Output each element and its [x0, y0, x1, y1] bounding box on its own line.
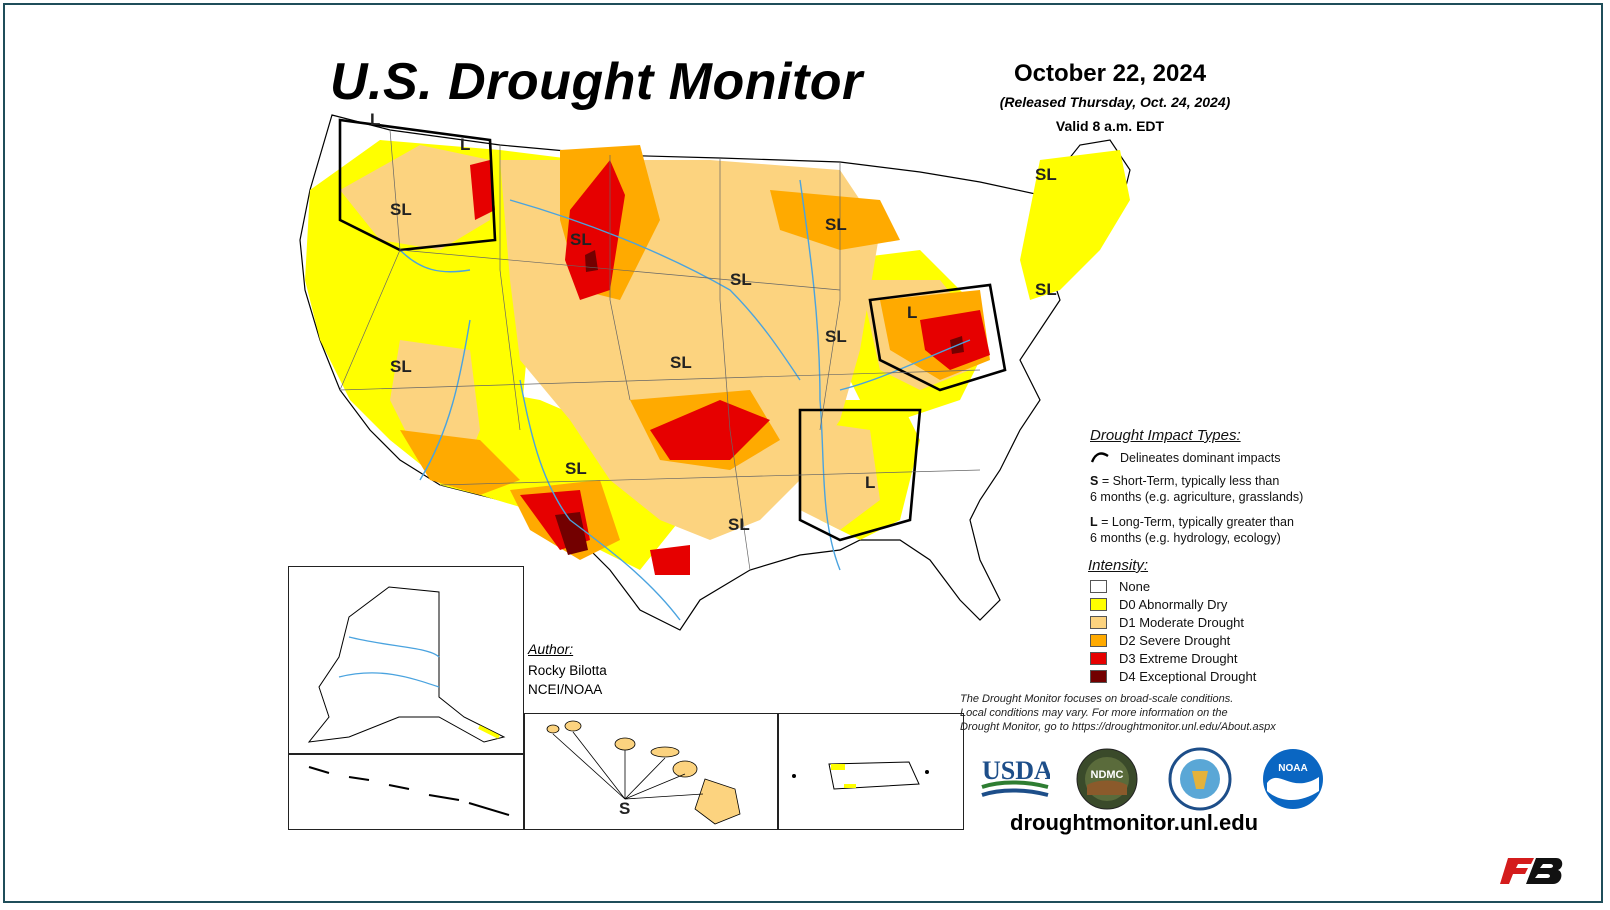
legend-label: D4 Exceptional Drought — [1119, 668, 1257, 684]
swatch-none — [1090, 579, 1107, 593]
release-date: (Released Thursday, Oct. 24, 2024) — [999, 94, 1231, 110]
river-ohio — [839, 339, 971, 391]
region-label: SL — [670, 353, 692, 372]
region-label: SL — [825, 327, 847, 346]
note-line: The Drought Monitor focuses on broad-sca… — [960, 693, 1234, 705]
d0-region-southwest — [430, 380, 680, 570]
impact-short-line2: 6 months (e.g. agriculture, grasslands) — [1090, 490, 1304, 504]
region-label: SL — [570, 230, 592, 249]
region-label: L — [460, 135, 470, 154]
puerto-rico-map — [792, 761, 929, 790]
map-date: October 22, 2024 — [1013, 60, 1207, 87]
puerto-rico-inset — [778, 713, 964, 830]
author-name: Rocky Bilotta — [528, 663, 607, 678]
region-label: SL — [825, 215, 847, 234]
author-title: Author: — [528, 641, 574, 657]
swatch-d2 — [1090, 633, 1107, 647]
noaa-logo: NOAA — [1263, 749, 1323, 809]
region-label: S — [619, 799, 630, 818]
legend-label: D2 Severe Drought — [1119, 632, 1231, 648]
impact-outline-south — [798, 408, 922, 542]
legend-label: None — [1119, 578, 1151, 594]
conus-drought-map: L L SL SL SL SL SL SL SL SL SL SL L L SL — [299, 110, 1131, 631]
impact-types-title: Drought Impact Types: — [1090, 427, 1241, 444]
d2-region-great-lakes — [770, 190, 900, 250]
map-title: U.S. Drought Monitor — [330, 53, 863, 111]
d3-region-south-texas — [650, 545, 690, 575]
region-label: SL — [390, 200, 412, 219]
impact-delineates-text: Delineates dominant impacts — [1120, 451, 1281, 465]
d0-region-northeast — [1020, 150, 1130, 300]
usda-logo: USDA — [981, 756, 1050, 797]
region-label: SL — [730, 270, 752, 289]
noaa-logo-text: NOAA — [1278, 763, 1307, 774]
legend-item-d2: D2 Severe Drought — [1090, 632, 1230, 648]
impact-long-line1: L = Long-Term, typically greater than — [1090, 514, 1294, 530]
river-rio-grande — [519, 379, 681, 621]
region-label: SL — [728, 515, 750, 534]
state-boundaries — [339, 129, 981, 571]
author-org: NCEI/NOAA — [528, 682, 603, 697]
swatch-d3 — [1090, 651, 1107, 665]
commerce-logo — [1168, 747, 1232, 811]
hawaii-inset: S — [524, 713, 778, 830]
ndmc-logo-text: NDMC — [1091, 769, 1124, 781]
hawaii-map: S — [546, 720, 741, 825]
fb-brand-icon — [1500, 858, 1563, 884]
monitor-url[interactable]: droughtmonitor.unl.edu — [1010, 810, 1259, 835]
region-label: L — [370, 110, 380, 129]
d1-region-south — [800, 420, 880, 530]
impact-outline-ohio — [868, 283, 1007, 392]
legend-label: D0 Abnormally Dry — [1119, 596, 1228, 612]
alaska-inset — [288, 566, 524, 754]
impact-short-text: = Short-Term, typically less than — [1098, 474, 1280, 488]
d4-region-big-bend — [555, 512, 588, 555]
river-missouri — [509, 199, 801, 381]
impact-outline-northwest — [338, 118, 497, 252]
legend-item-d4: D4 Exceptional Drought — [1090, 668, 1256, 684]
impact-long-key: L — [1090, 515, 1098, 529]
alaska-map — [307, 586, 506, 743]
aleutian-map — [308, 766, 510, 816]
impact-long-line2: 6 months (e.g. hydrology, ecology) — [1090, 531, 1281, 545]
legend-item-d3: D3 Extreme Drought — [1090, 650, 1238, 666]
legend-item-none: None — [1090, 578, 1150, 594]
valid-time: Valid 8 a.m. EDT — [1055, 118, 1165, 134]
legend-label: D3 Extreme Drought — [1119, 650, 1238, 666]
impact-long-text: = Long-Term, typically greater than — [1097, 515, 1294, 529]
region-label: L — [865, 473, 875, 492]
region-label: SL — [1035, 165, 1057, 184]
impact-short-key: S — [1090, 474, 1099, 488]
aleutian-inset — [288, 754, 524, 830]
river-mississippi — [799, 179, 841, 571]
impact-line-icon — [1090, 452, 1109, 463]
swatch-d1 — [1090, 615, 1107, 629]
note-line: Drought Monitor, go to https://droughtmo… — [960, 721, 1276, 733]
disclaimer-note: The Drought Monitor focuses on broad-sca… — [960, 692, 1320, 734]
d4-region-wyoming — [585, 250, 598, 272]
region-label: L — [907, 303, 917, 322]
swatch-d0 — [1090, 597, 1107, 611]
d3-region-oklahoma — [650, 400, 770, 460]
d2-region-southwest — [400, 430, 520, 495]
legend-item-d1: D1 Moderate Drought — [1090, 614, 1244, 630]
d3-region-montana-west — [470, 160, 495, 220]
ndmc-logo: NDMC — [1076, 748, 1138, 810]
region-label: SL — [390, 357, 412, 376]
intensity-title: Intensity: — [1088, 557, 1149, 574]
region-label: SL — [1035, 280, 1057, 299]
river-colorado — [419, 319, 471, 481]
river-snake — [399, 249, 471, 273]
note-line: Local conditions may vary. For more info… — [960, 707, 1228, 719]
usda-logo-text: USDA — [982, 756, 1050, 785]
legend-item-d0: D0 Abnormally Dry — [1090, 596, 1227, 612]
d1-region-northwest — [340, 145, 490, 250]
legend-label: D1 Moderate Drought — [1119, 614, 1245, 630]
impact-short-line1: S = Short-Term, typically less than — [1090, 473, 1279, 489]
region-label: SL — [565, 459, 587, 478]
swatch-d4 — [1090, 669, 1107, 683]
